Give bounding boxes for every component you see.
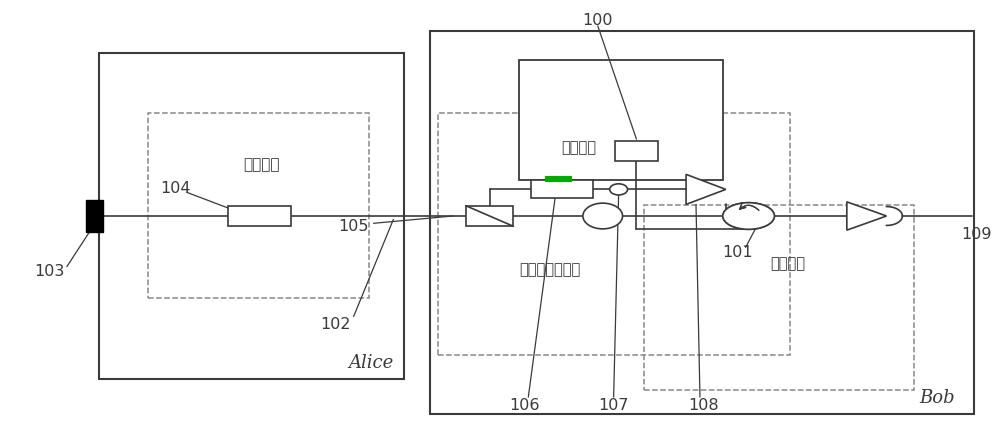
Bar: [615, 141, 658, 161]
Polygon shape: [686, 175, 726, 204]
Text: 106: 106: [509, 398, 540, 413]
Bar: [545, 176, 571, 181]
Text: 100: 100: [583, 13, 613, 28]
Bar: [644, 205, 914, 390]
Ellipse shape: [723, 203, 774, 229]
Bar: [148, 113, 369, 298]
Text: 101: 101: [722, 245, 753, 260]
Bar: [531, 180, 593, 198]
Polygon shape: [847, 202, 887, 230]
Bar: [430, 32, 974, 414]
Bar: [99, 53, 404, 379]
Ellipse shape: [723, 203, 774, 229]
Bar: [519, 60, 723, 180]
Text: 104: 104: [160, 181, 190, 196]
Text: Alice: Alice: [348, 354, 393, 372]
Text: 102: 102: [321, 317, 351, 332]
Text: 107: 107: [598, 398, 629, 413]
Text: 不等臂干涉模块: 不等臂干涉模块: [520, 262, 581, 277]
Ellipse shape: [610, 184, 628, 195]
Text: 103: 103: [34, 264, 64, 280]
Ellipse shape: [583, 203, 623, 229]
Text: 解码模块: 解码模块: [770, 257, 805, 272]
Text: 108: 108: [689, 398, 719, 413]
Text: 109: 109: [961, 226, 991, 241]
Text: 光源模块: 光源模块: [561, 140, 596, 155]
Bar: [228, 206, 291, 226]
Text: 编码模块: 编码模块: [243, 157, 280, 172]
Bar: [438, 113, 790, 356]
Bar: [466, 206, 513, 226]
Text: 105: 105: [338, 219, 369, 234]
Bar: [86, 200, 103, 232]
Text: Bob: Bob: [919, 389, 955, 407]
